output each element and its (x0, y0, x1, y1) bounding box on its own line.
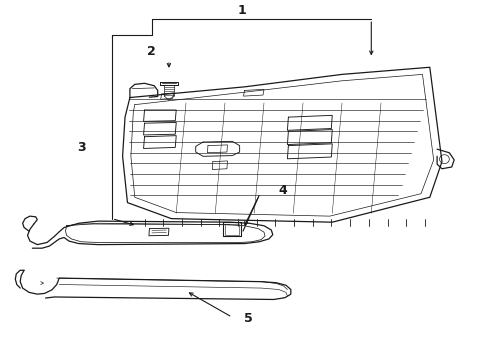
Text: 4: 4 (278, 184, 287, 197)
Text: 5: 5 (244, 312, 253, 325)
Text: 3: 3 (77, 141, 86, 154)
Text: 2: 2 (147, 45, 156, 58)
Text: 1: 1 (237, 4, 246, 17)
